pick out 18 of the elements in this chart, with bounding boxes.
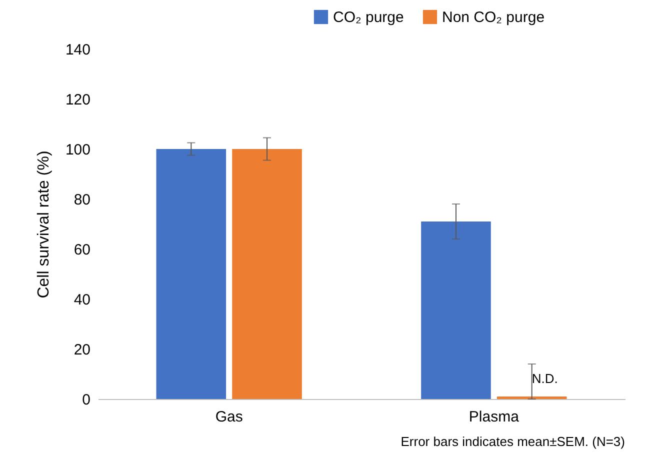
y-tick-label: 120 [65,92,90,108]
x-tick-label: Plasma [468,408,520,426]
text: Error bars indicates mean±SEM. (N=3) [400,434,625,449]
bar [156,149,226,399]
y-tick-label: 40 [74,292,90,308]
y-tick-label: 140 [65,42,90,58]
x-tick-label: Gas [215,408,243,426]
bar [232,149,302,399]
y-tick-label: 80 [74,192,90,208]
y-tick-label: 60 [74,242,90,258]
bar [421,222,491,399]
y-tick-label: 0 [82,392,90,408]
legend-label: Non CO₂ purge [442,9,545,26]
y-axis-title: Cell survival rate (%) [35,150,52,298]
y-tick-label: 100 [65,142,90,158]
y-tick-label: 20 [74,342,90,358]
legend-label: CO₂ purge [333,9,404,26]
annotation: N.D. [532,371,558,386]
